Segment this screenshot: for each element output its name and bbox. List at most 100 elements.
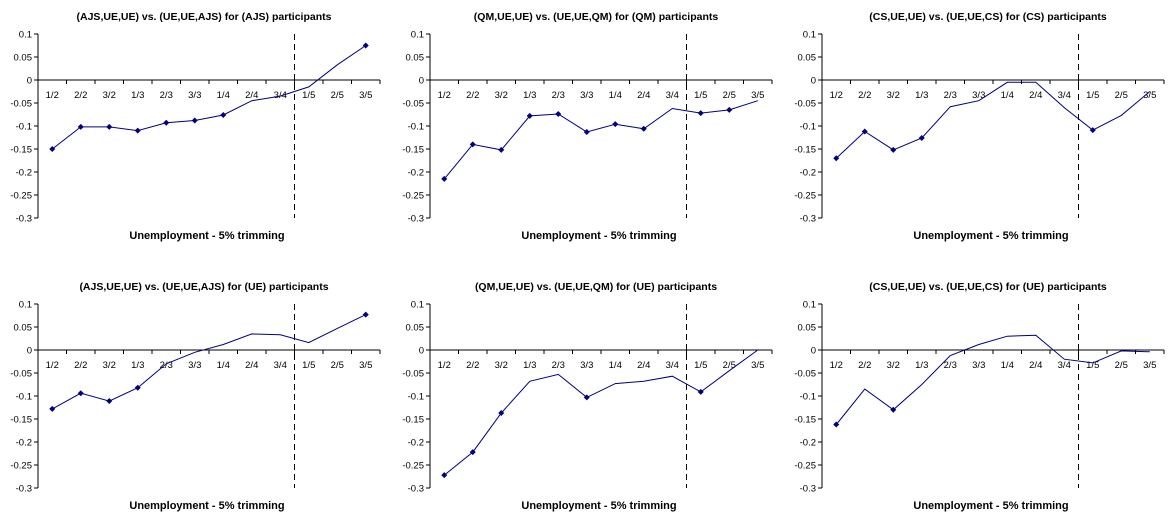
data-point-marker <box>555 111 562 118</box>
series-line <box>443 100 758 180</box>
series-line <box>835 334 1150 425</box>
y-tick-label: -0.15 <box>794 145 816 156</box>
x-category-label: 1/4 <box>217 90 230 101</box>
series-line <box>443 349 759 476</box>
x-category-label: 2/3 <box>552 90 565 101</box>
y-tick-label: 0.1 <box>803 300 816 311</box>
x-category-label: 2/4 <box>245 360 258 371</box>
y-tick-label: 0.05 <box>14 323 33 334</box>
data-point-marker <box>726 106 733 113</box>
y-tick-label: -0.2 <box>800 438 816 449</box>
x-category-label: 3/2 <box>887 360 900 371</box>
x-category-label: 3/4 <box>274 360 287 371</box>
y-tick-label: 0.1 <box>411 30 424 41</box>
x-category-label: 1/5 <box>1086 90 1099 101</box>
x-category-label: 2/2 <box>466 90 479 101</box>
y-tick-label: -0.1 <box>800 392 816 403</box>
y-tick-label: -0.2 <box>408 438 424 449</box>
x-category-label: 2/5 <box>1115 90 1128 101</box>
x-category-label: 1/4 <box>1001 90 1014 101</box>
y-tick-label: -0.15 <box>10 415 32 426</box>
chart-panel-5: (QM,UE,UE) vs. (UE,UE,QM) for (UE) parti… <box>392 270 784 530</box>
x-category-label: 1/3 <box>915 360 928 371</box>
chart-title: (AJS,UE,UE) vs. (UE,UE,AJS) for (UE) par… <box>79 281 328 293</box>
data-point-marker <box>890 406 897 413</box>
y-tick-label: -0.25 <box>794 461 816 472</box>
x-category-label: 3/3 <box>972 360 985 371</box>
y-tick-label: 0 <box>811 76 816 87</box>
x-category-label: 1/5 <box>694 90 707 101</box>
data-point-marker <box>833 155 840 162</box>
y-tick-label: 0 <box>811 346 816 357</box>
y-tick-label: -0.05 <box>402 369 424 380</box>
x-category-label: 2/4 <box>1029 360 1042 371</box>
x-category-label: 2/5 <box>723 90 736 101</box>
y-tick-label: -0.05 <box>794 369 816 380</box>
chart-panel-4: (AJS,UE,UE) vs. (UE,UE,AJS) for (UE) par… <box>0 270 392 530</box>
data-point-marker <box>77 390 84 397</box>
series-line <box>52 314 367 410</box>
x-category-label: 2/3 <box>160 90 173 101</box>
y-tick-label: 0 <box>27 346 32 357</box>
data-point-marker <box>469 141 476 148</box>
data-point-marker <box>583 394 590 401</box>
x-category-label: 1/4 <box>609 90 622 101</box>
y-tick-label: -0.3 <box>800 484 816 495</box>
x-category-label: 1/5 <box>1086 360 1099 371</box>
y-tick-label: -0.15 <box>402 145 424 156</box>
x-category-label: 2/5 <box>331 90 344 101</box>
y-tick-label: 0.05 <box>406 53 425 64</box>
x-category-label: 2/2 <box>74 360 87 371</box>
y-tick-label: 0.1 <box>19 30 32 41</box>
data-point-marker <box>498 146 505 153</box>
data-point-marker <box>583 128 590 135</box>
y-tick-label: -0.25 <box>10 461 32 472</box>
chart-title: (CS,UE,UE) vs. (UE,UE,CS) for (UE) parti… <box>869 281 1107 293</box>
chart-panel-1: (AJS,UE,UE) vs. (UE,UE,AJS) for (AJS) pa… <box>0 0 392 260</box>
series-line <box>51 45 367 150</box>
x-category-label: 3/4 <box>274 90 287 101</box>
x-category-label: 1/4 <box>1001 360 1014 371</box>
x-category-label: 3/4 <box>666 360 679 371</box>
x-category-label: 3/3 <box>580 360 593 371</box>
y-tick-label: -0.2 <box>408 168 424 179</box>
y-tick-label: 0.1 <box>19 300 32 311</box>
y-tick-label: -0.2 <box>16 168 32 179</box>
chart-svg: (QM,UE,UE) vs. (UE,UE,QM) for (QM) parti… <box>402 11 773 242</box>
y-tick-label: 0.05 <box>14 53 33 64</box>
x-category-label: 3/2 <box>887 90 900 101</box>
x-category-label: 3/3 <box>188 360 201 371</box>
y-tick-label: -0.15 <box>794 415 816 426</box>
chart-title: (AJS,UE,UE) vs. (UE,UE,AJS) for (AJS) pa… <box>77 11 332 23</box>
x-category-label: 1/2 <box>830 360 843 371</box>
data-point-marker <box>49 146 56 152</box>
x-category-label: 3/3 <box>580 90 593 101</box>
x-category-label: 1/2 <box>830 90 843 101</box>
x-category-label: 1/2 <box>438 90 451 101</box>
chart-svg: (CS,UE,UE) vs. (UE,UE,CS) for (UE) parti… <box>794 281 1165 512</box>
y-tick-label: -0.3 <box>800 214 816 225</box>
data-point-marker <box>861 128 868 135</box>
x-category-label: 1/2 <box>438 360 451 371</box>
data-point-marker <box>362 42 369 49</box>
x-category-label: 2/4 <box>637 90 650 101</box>
x-category-label: 2/2 <box>858 360 871 371</box>
x-category-label: 3/5 <box>1143 360 1156 371</box>
x-category-label: 2/5 <box>723 360 736 371</box>
x-category-label: 1/2 <box>46 360 59 371</box>
x-category-label: 3/5 <box>1143 90 1156 101</box>
x-category-label: 3/2 <box>103 90 116 101</box>
y-tick-label: -0.25 <box>402 191 424 202</box>
x-axis-title: Unemployment - 5% trimming <box>913 230 1068 242</box>
chart-panel-3: (CS,UE,UE) vs. (UE,UE,CS) for (CS) parti… <box>784 0 1176 260</box>
chart-title: (QM,UE,UE) vs. (UE,UE,QM) for (UE) parti… <box>475 281 717 293</box>
data-point-marker <box>49 405 56 412</box>
x-category-label: 1/5 <box>694 360 707 371</box>
y-tick-label: -0.1 <box>408 392 424 403</box>
y-tick-label: -0.15 <box>402 415 424 426</box>
y-tick-label: -0.2 <box>800 168 816 179</box>
y-tick-label: -0.3 <box>16 484 32 495</box>
x-category-label: 1/4 <box>609 360 622 371</box>
series-line <box>835 81 1151 159</box>
